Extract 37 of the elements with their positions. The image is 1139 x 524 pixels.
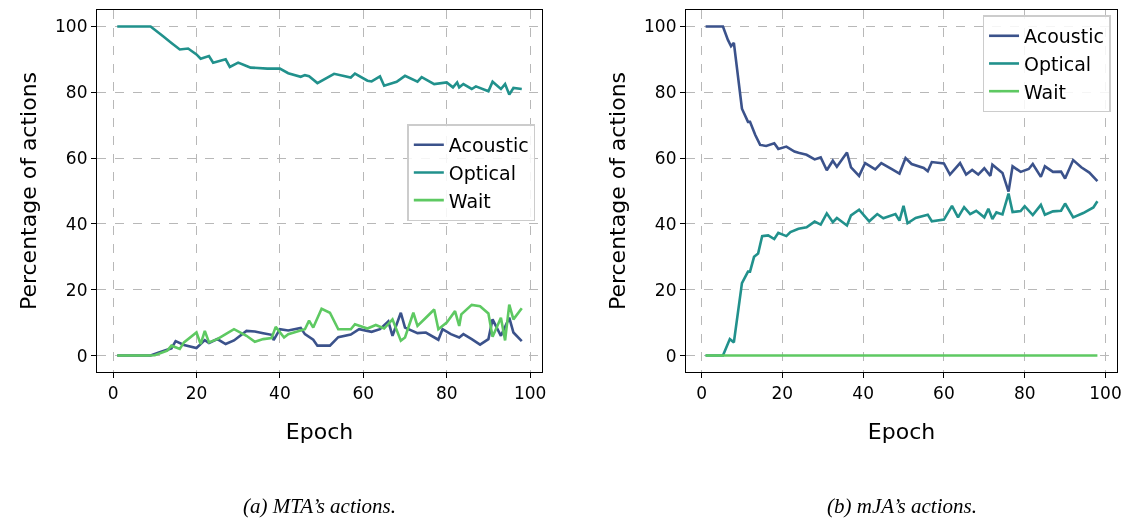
legend-label: Optical — [448, 161, 516, 184]
x-tick-label: 0 — [696, 382, 707, 403]
y-tick-label: 40 — [654, 213, 677, 234]
legend-label: Acoustic — [448, 134, 529, 157]
x-tick-label: 20 — [185, 382, 208, 403]
text: (a) MTA’s actions. — [243, 494, 397, 518]
x-tick-label: 80 — [1013, 382, 1036, 403]
x-tick-label: 80 — [435, 382, 458, 403]
x-tick-label: 100 — [1089, 382, 1122, 403]
x-tick-label: 40 — [269, 382, 291, 403]
y-tick-label: 0 — [665, 345, 677, 366]
y-tick-label: 60 — [654, 148, 677, 169]
x-tick-label: 60 — [933, 382, 955, 403]
line-series — [115, 25, 524, 96]
x-tick-label: 100 — [513, 382, 547, 403]
x-tick-label: 20 — [771, 382, 794, 403]
y-tick-label: 40 — [65, 213, 88, 234]
x-tick-label: 60 — [352, 382, 375, 403]
x-tick-label: 0 — [107, 382, 119, 403]
x-axis-title: Epoch — [285, 419, 354, 445]
y-axis-title: Percentage of actions — [15, 71, 41, 311]
y-tick-label: 20 — [65, 279, 88, 300]
y-tick-label: 80 — [65, 82, 88, 103]
y-axis-title: Percentage of actions — [604, 71, 630, 311]
y-tick-label: 100 — [644, 16, 677, 37]
y-tick-label: 100 — [55, 16, 88, 37]
x-axis-title: Epoch — [867, 419, 936, 445]
y-tick-label: 60 — [65, 148, 88, 169]
legend-label: Acoustic — [1024, 25, 1104, 48]
legend-label: Wait — [1024, 80, 1066, 103]
y-tick-label: 0 — [76, 345, 88, 366]
legend-label: Wait — [448, 189, 491, 212]
x-tick-label: 40 — [852, 382, 874, 403]
y-tick-label: 20 — [654, 279, 677, 300]
y-tick-label: 80 — [654, 82, 677, 103]
text: (b) mJA’s actions. — [827, 494, 977, 518]
legend-label: Optical — [1024, 52, 1092, 75]
